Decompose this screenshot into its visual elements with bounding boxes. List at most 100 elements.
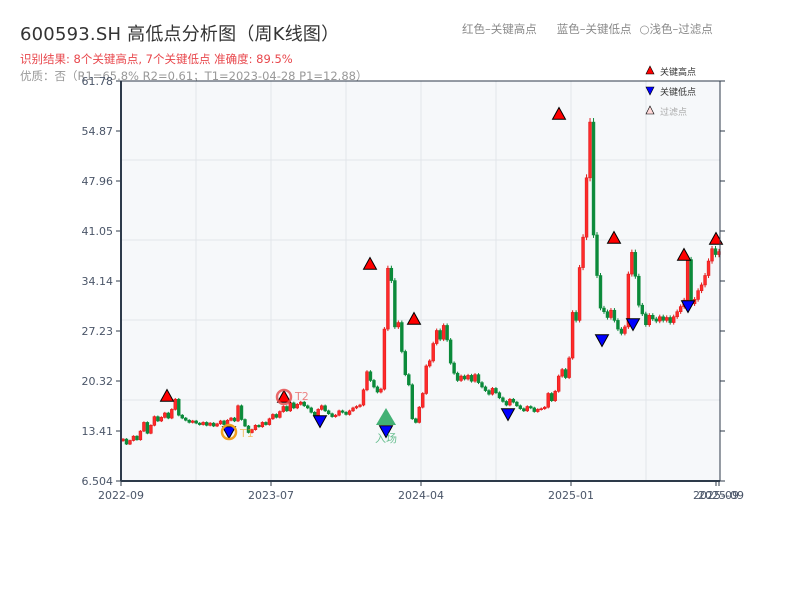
candle-up <box>431 343 435 362</box>
candle-down <box>204 422 209 426</box>
candle-down <box>689 259 693 305</box>
candle-down <box>184 417 188 421</box>
candle-up <box>567 357 571 378</box>
x-tick-label: 2025-01 <box>548 489 594 502</box>
y-tick-label: 6.504 <box>82 475 114 488</box>
candle-down <box>306 405 310 409</box>
entry-label: 入场 <box>375 431 397 445</box>
candle-up <box>358 404 362 407</box>
candle-down <box>145 422 150 434</box>
candle-up <box>236 405 240 422</box>
candle-up <box>630 252 634 275</box>
y-tick-label: 41.05 <box>82 225 114 238</box>
candle-down <box>713 248 718 255</box>
candle-up <box>288 402 292 412</box>
key-high-marker <box>676 247 692 261</box>
candle-up <box>191 420 195 423</box>
candle-up <box>626 273 631 328</box>
candle-down <box>511 398 516 403</box>
candle-down <box>550 393 554 402</box>
candle-up <box>581 236 585 268</box>
key-high-marker <box>606 230 622 244</box>
candle-down <box>389 267 394 281</box>
candle-up <box>588 121 592 179</box>
candle-down <box>448 339 453 364</box>
candle-down <box>292 402 296 409</box>
candle-up <box>333 414 338 417</box>
candle-up <box>354 406 359 409</box>
candle-down <box>462 375 467 380</box>
candle-up <box>208 422 212 426</box>
key-low-marker <box>312 415 328 429</box>
candle-down <box>529 406 533 409</box>
candle-up <box>347 410 352 415</box>
t1-ring <box>220 423 238 441</box>
candle-up <box>299 401 303 405</box>
candle-up <box>295 404 299 409</box>
legend-filtered-icon <box>645 105 655 115</box>
candle-down <box>455 372 460 381</box>
candle-up <box>152 416 157 426</box>
candle-up <box>215 423 219 427</box>
candle-up <box>473 374 477 382</box>
key-high-marker <box>362 256 378 270</box>
candle-down <box>591 121 596 236</box>
candle-down <box>644 313 648 326</box>
quality-summary: 优质：否（R1=65.8% R2=0.61；T1=2023-04-28 P1=1… <box>20 69 368 83</box>
candle-up <box>459 375 463 381</box>
candle-down <box>438 330 442 340</box>
candle-down <box>574 312 578 321</box>
candle-down <box>501 397 505 402</box>
y-tick-label: 13.41 <box>82 425 114 438</box>
candle-down <box>187 419 191 423</box>
candle-down <box>497 392 502 399</box>
x-tick-label: 2024-04 <box>398 489 444 502</box>
candle-down <box>323 405 327 412</box>
candle-up <box>149 425 153 434</box>
candle-down <box>309 407 313 413</box>
candle-down <box>135 435 139 441</box>
candle-up <box>560 369 564 377</box>
y-tick-label: 27.23 <box>82 325 114 338</box>
legend-blue-low: 蓝色–关键低点 <box>556 22 632 36</box>
candle-down <box>222 420 226 425</box>
candle-down <box>651 315 655 320</box>
candle-down <box>605 311 610 318</box>
candle-up <box>382 328 387 390</box>
candle-down <box>312 411 317 416</box>
candle-down <box>211 422 216 427</box>
candle-down <box>166 412 171 419</box>
candle-down <box>445 325 449 341</box>
candle-down <box>654 318 658 322</box>
candle-down <box>243 419 247 427</box>
candle-down <box>483 386 488 391</box>
candle-up <box>163 412 167 418</box>
candle-up <box>703 275 707 286</box>
candle-up <box>159 417 164 422</box>
candle-down <box>668 317 672 323</box>
x-tick-label-overlap: 2025-09 <box>698 489 744 502</box>
candle-up <box>316 409 320 416</box>
candle-up <box>170 409 174 419</box>
candle-up <box>570 312 575 359</box>
candle-up <box>319 405 324 410</box>
legend-high-icon <box>645 65 655 75</box>
candle-down <box>375 386 380 393</box>
candle-down <box>619 328 624 334</box>
candle-down <box>612 309 617 321</box>
key-low-marker <box>500 408 516 422</box>
candle-up <box>417 406 421 423</box>
candle-down <box>274 414 279 418</box>
candle-up <box>138 430 143 441</box>
key-low-marker <box>221 426 237 440</box>
candle-down <box>180 414 184 419</box>
key-low-marker <box>594 334 610 348</box>
candle-up <box>365 371 369 391</box>
key-high-marker <box>159 388 175 402</box>
candle-up <box>253 425 258 430</box>
candle-up <box>609 309 613 318</box>
candles <box>121 118 721 445</box>
t2-ring <box>275 388 293 406</box>
candle-up <box>671 316 676 323</box>
